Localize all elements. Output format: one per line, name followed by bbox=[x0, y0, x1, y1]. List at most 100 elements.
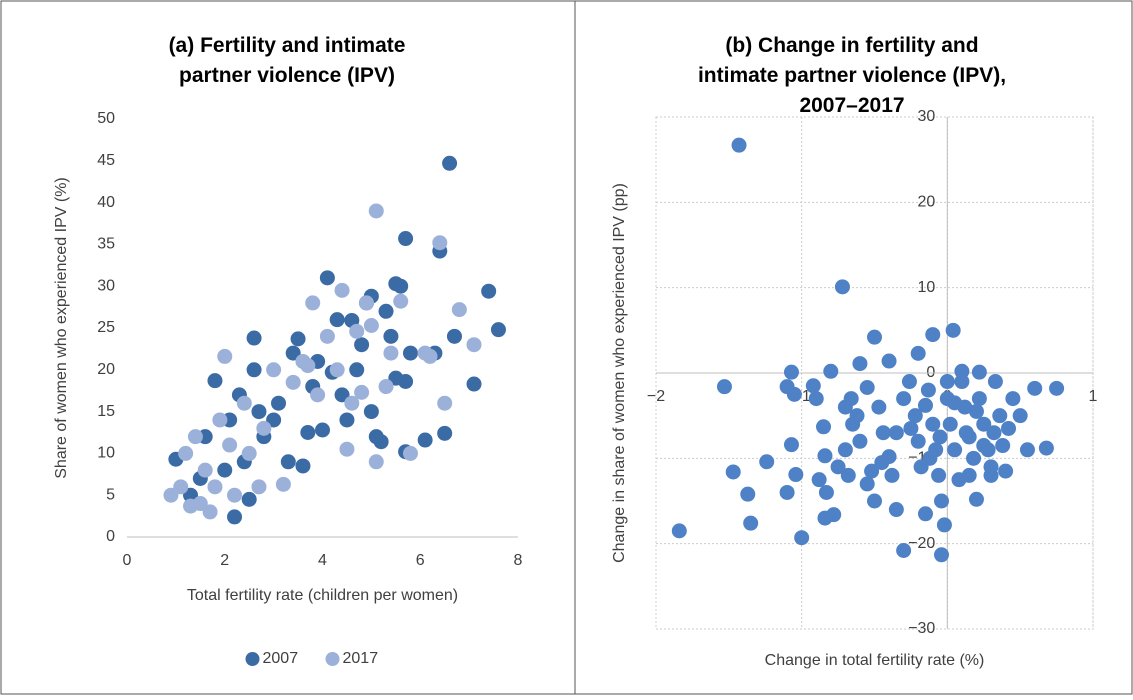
point bbox=[300, 358, 316, 374]
point bbox=[339, 441, 355, 457]
point bbox=[217, 348, 233, 364]
point bbox=[968, 403, 984, 419]
y-axis-title: Change in share of women who experienced… bbox=[611, 183, 628, 563]
point bbox=[968, 491, 984, 507]
point bbox=[845, 416, 861, 432]
y-tick-label: 15 bbox=[97, 403, 115, 420]
legend-label: 2007 bbox=[263, 650, 299, 667]
point bbox=[275, 476, 291, 492]
point bbox=[947, 395, 963, 411]
point bbox=[823, 363, 839, 379]
y-tick-label: 20 bbox=[97, 361, 115, 378]
point bbox=[466, 337, 482, 353]
point bbox=[1012, 408, 1028, 424]
point bbox=[816, 419, 832, 435]
point bbox=[402, 445, 418, 461]
point bbox=[266, 412, 282, 428]
x-axis-title: Change in total fertility rate (%) bbox=[765, 652, 985, 669]
point bbox=[864, 463, 880, 479]
point bbox=[437, 425, 453, 441]
point bbox=[393, 278, 409, 294]
point bbox=[183, 487, 199, 503]
point bbox=[207, 373, 223, 389]
y-tick-label: 30 bbox=[918, 108, 936, 125]
point bbox=[163, 487, 179, 503]
point bbox=[329, 312, 345, 328]
y-tick-label: 10 bbox=[97, 445, 115, 462]
point bbox=[363, 317, 379, 333]
point bbox=[417, 432, 433, 448]
point bbox=[251, 404, 267, 420]
point bbox=[954, 363, 970, 379]
point bbox=[285, 345, 301, 361]
point bbox=[995, 438, 1011, 454]
point bbox=[961, 467, 977, 483]
chart-title: (b) Change in fertility and intimate part… bbox=[698, 34, 1006, 117]
point bbox=[992, 408, 1008, 424]
point bbox=[830, 459, 846, 475]
point bbox=[319, 328, 335, 344]
point bbox=[388, 370, 404, 386]
point bbox=[227, 487, 243, 503]
point bbox=[354, 337, 370, 353]
x-tick-label: 8 bbox=[514, 552, 523, 569]
point bbox=[236, 395, 252, 411]
point bbox=[202, 504, 218, 520]
y-tick-label: 30 bbox=[97, 277, 115, 294]
point bbox=[451, 302, 467, 318]
point bbox=[173, 479, 189, 495]
point bbox=[349, 362, 365, 378]
point bbox=[378, 379, 394, 395]
point bbox=[246, 362, 262, 378]
point bbox=[334, 282, 350, 298]
point bbox=[368, 454, 384, 470]
y-tick-label: −20 bbox=[908, 535, 935, 552]
point bbox=[998, 463, 1014, 479]
point bbox=[280, 454, 296, 470]
point bbox=[329, 362, 345, 378]
point bbox=[212, 412, 228, 428]
point bbox=[942, 416, 958, 432]
y-tick-label: 5 bbox=[106, 486, 115, 503]
point bbox=[344, 395, 360, 411]
point bbox=[840, 467, 856, 483]
point bbox=[903, 420, 919, 436]
chart-title: (a) Fertility and intimate partner violen… bbox=[169, 34, 406, 87]
point bbox=[1027, 380, 1043, 396]
point bbox=[422, 348, 438, 364]
x-axis-title: Total fertility rate (children per women… bbox=[187, 587, 458, 604]
point bbox=[925, 327, 941, 343]
point bbox=[300, 425, 316, 440]
point bbox=[917, 506, 933, 522]
point bbox=[834, 279, 850, 295]
x-tick-label: −2 bbox=[647, 388, 665, 405]
point bbox=[826, 507, 842, 523]
point bbox=[368, 203, 384, 219]
point bbox=[966, 450, 982, 466]
point bbox=[241, 445, 257, 461]
point bbox=[305, 295, 321, 311]
x-tick-label: 2 bbox=[220, 552, 229, 569]
point bbox=[725, 464, 741, 480]
point bbox=[393, 293, 409, 309]
point bbox=[378, 303, 394, 319]
point bbox=[466, 376, 482, 392]
point bbox=[315, 422, 330, 438]
x-tick-label: 0 bbox=[123, 552, 132, 569]
y-tick-label: 10 bbox=[918, 279, 936, 296]
point bbox=[859, 380, 875, 396]
y-tick-label: −30 bbox=[908, 620, 935, 637]
point bbox=[910, 345, 926, 361]
point bbox=[986, 425, 1002, 441]
point bbox=[947, 442, 963, 458]
point bbox=[295, 458, 311, 474]
y-tick-label: 40 bbox=[97, 194, 115, 211]
point bbox=[922, 450, 938, 466]
point bbox=[285, 374, 301, 390]
y-axis-title: Share of women who experienced IPV (%) bbox=[53, 177, 70, 478]
point bbox=[251, 479, 267, 495]
point bbox=[917, 397, 933, 413]
point bbox=[437, 395, 453, 411]
point bbox=[740, 486, 756, 502]
